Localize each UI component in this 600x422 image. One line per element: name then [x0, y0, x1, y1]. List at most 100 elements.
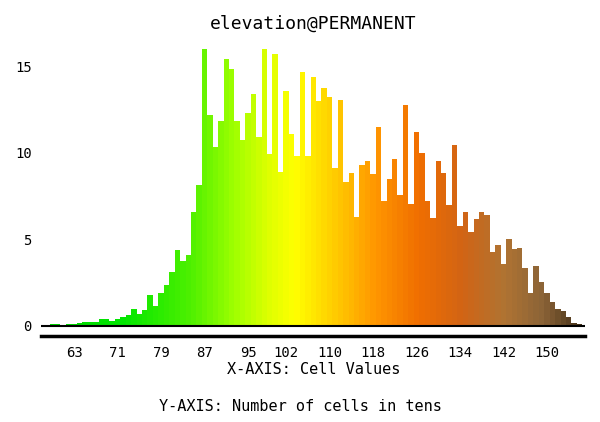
Bar	[272, 54, 278, 326]
Bar	[457, 226, 463, 326]
Bar	[496, 245, 501, 326]
Bar	[403, 105, 409, 326]
Bar	[397, 195, 403, 326]
Bar	[305, 156, 311, 326]
Bar	[202, 49, 207, 326]
Bar	[218, 121, 224, 326]
Bar	[256, 137, 262, 326]
Bar	[577, 324, 582, 326]
Bar	[332, 168, 338, 326]
Bar	[311, 77, 316, 326]
Bar	[386, 179, 392, 326]
Bar	[196, 185, 202, 326]
Bar	[436, 161, 441, 326]
Bar	[327, 97, 332, 326]
Bar	[224, 59, 229, 326]
Bar	[142, 310, 148, 326]
Bar	[446, 205, 452, 326]
Bar	[392, 159, 397, 326]
Bar	[501, 264, 506, 326]
Bar	[419, 153, 425, 326]
Bar	[365, 162, 370, 326]
Bar	[322, 88, 327, 326]
Bar	[137, 314, 142, 326]
Bar	[473, 219, 479, 326]
Bar	[425, 201, 430, 326]
Bar	[158, 292, 164, 326]
Bar	[88, 322, 93, 326]
Bar	[533, 266, 539, 326]
Bar	[71, 324, 77, 326]
Bar	[175, 250, 180, 326]
Bar	[61, 325, 66, 326]
Bar	[245, 113, 251, 326]
Bar	[463, 212, 468, 326]
Bar	[207, 115, 212, 326]
Bar	[430, 218, 436, 326]
Bar	[528, 292, 533, 326]
Bar	[517, 248, 523, 326]
Bar	[82, 322, 88, 326]
Bar	[506, 238, 512, 326]
Bar	[316, 101, 322, 326]
Bar	[180, 261, 185, 326]
Bar	[278, 172, 283, 326]
Bar	[452, 146, 457, 326]
Bar	[191, 212, 196, 326]
Bar	[441, 173, 446, 326]
Bar	[566, 317, 571, 326]
Bar	[66, 324, 71, 326]
Bar	[338, 100, 343, 326]
Bar	[104, 319, 109, 326]
Bar	[109, 321, 115, 326]
Bar	[354, 216, 359, 326]
X-axis label: X-AXIS: Cell Values: X-AXIS: Cell Values	[227, 362, 400, 377]
Bar	[484, 215, 490, 326]
Bar	[370, 174, 376, 326]
Bar	[544, 293, 550, 326]
Bar	[55, 324, 61, 326]
Bar	[126, 315, 131, 326]
Bar	[77, 323, 82, 326]
Bar	[185, 255, 191, 326]
Bar	[229, 69, 235, 326]
Text: Y-AXIS: Number of cells in tens: Y-AXIS: Number of cells in tens	[158, 398, 442, 414]
Bar	[468, 232, 473, 326]
Bar	[44, 325, 50, 326]
Bar	[490, 252, 496, 326]
Bar	[164, 285, 169, 326]
Bar	[262, 49, 267, 326]
Bar	[212, 147, 218, 326]
Bar	[148, 295, 153, 326]
Bar	[294, 156, 299, 326]
Bar	[283, 91, 289, 326]
Bar	[560, 311, 566, 326]
Bar	[235, 121, 240, 326]
Bar	[153, 306, 158, 326]
Bar	[349, 173, 354, 326]
Bar	[169, 272, 175, 326]
Bar	[299, 72, 305, 326]
Bar	[550, 302, 555, 326]
Bar	[539, 282, 544, 326]
Bar	[555, 309, 560, 326]
Bar	[343, 182, 349, 326]
Bar	[251, 95, 256, 326]
Bar	[289, 134, 294, 326]
Title: elevation@PERMANENT: elevation@PERMANENT	[210, 15, 416, 33]
Bar	[115, 319, 120, 326]
Bar	[39, 325, 44, 326]
Bar	[523, 268, 528, 326]
Bar	[120, 317, 126, 326]
Bar	[98, 319, 104, 326]
Bar	[93, 322, 98, 326]
Bar	[571, 323, 577, 326]
Bar	[409, 204, 414, 326]
Bar	[376, 127, 381, 326]
Bar	[381, 201, 386, 326]
Bar	[479, 213, 484, 326]
Bar	[50, 324, 55, 326]
Bar	[267, 154, 272, 326]
Bar	[359, 165, 365, 326]
Bar	[512, 249, 517, 326]
